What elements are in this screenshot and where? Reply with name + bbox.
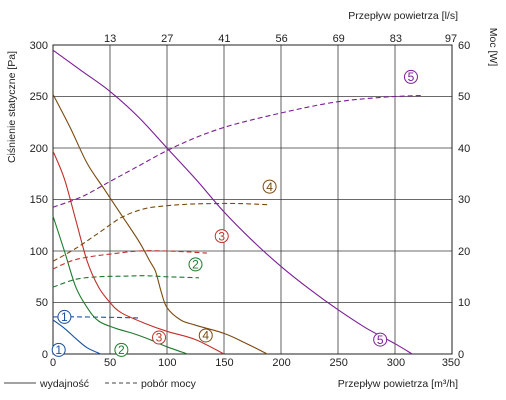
curve-marker-3: 3 — [152, 330, 167, 345]
y-left-tick: 200 — [30, 143, 48, 155]
power-curve-2 — [52, 275, 199, 288]
y-right-tick: 30 — [458, 194, 470, 206]
y-right-tick: 40 — [458, 143, 470, 155]
x-top-tick: 83 — [390, 33, 402, 45]
marker-number: 1 — [55, 343, 62, 357]
x-bottom-tick: 0 — [50, 357, 56, 369]
marker-circle — [262, 179, 277, 194]
power-curve-3 — [52, 250, 207, 270]
marker-number: 3 — [218, 229, 225, 243]
y-left-tick: 300 — [30, 40, 48, 52]
marker-circle — [198, 328, 213, 343]
curve-marker-1: 1 — [57, 309, 72, 324]
plot-frame — [52, 44, 453, 355]
y-left-tick: 100 — [30, 246, 48, 258]
pressure-curve-1 — [52, 319, 102, 355]
marker-circle — [51, 342, 66, 357]
y-right-tick: 50 — [458, 91, 470, 103]
y-left-tick: 50 — [36, 297, 48, 309]
marker-number: 4 — [202, 329, 209, 343]
y-right-tick: 0 — [458, 349, 464, 361]
curve-marker-4: 4 — [198, 328, 213, 343]
marker-circle — [188, 257, 203, 272]
y-left-tick: 0 — [42, 349, 48, 361]
marker-number: 2 — [118, 343, 125, 357]
x-bottom-tick: 50 — [104, 357, 116, 369]
legend-dashed-label: pobór mocy — [141, 378, 197, 390]
x-bottom-tick: 150 — [215, 357, 233, 369]
y-left-axis-title: Ciśnienie statyczne [Pa] — [6, 51, 18, 163]
legend: wydajność pobór mocy — [4, 378, 197, 390]
x-top-axis-title: Przepływ powietrza [l/s] — [348, 10, 458, 22]
marker-circle — [214, 229, 229, 244]
marker-circle — [114, 342, 129, 357]
pressure-curve-4 — [52, 94, 268, 355]
marker-number: 2 — [192, 258, 199, 272]
curve-marker-5: 5 — [403, 69, 418, 84]
curve-marker-2: 2 — [188, 257, 203, 272]
curves — [52, 49, 424, 355]
marker-number: 5 — [408, 70, 415, 84]
x-top-tick: 27 — [161, 33, 173, 45]
power-curve-5 — [52, 94, 424, 208]
marker-circle — [57, 309, 72, 324]
grid — [52, 44, 453, 355]
x-bottom-tick: 350 — [442, 357, 460, 369]
x-top-tick: 56 — [275, 33, 287, 45]
curve-marker-5: 5 — [373, 332, 388, 347]
marker-number: 4 — [266, 180, 273, 194]
y-right-ticks: 0 10 20 30 40 50 60 — [458, 40, 470, 361]
curve-marker-3: 3 — [214, 229, 229, 244]
y-right-tick: 60 — [458, 40, 470, 52]
x-top-tick: 69 — [333, 33, 345, 45]
y-right-tick: 10 — [458, 297, 470, 309]
y-right-axis-title: Moc [W] — [487, 28, 499, 67]
x-top-tick: 41 — [218, 33, 230, 45]
curve-marker-1: 1 — [51, 342, 66, 357]
marker-number: 5 — [377, 333, 384, 347]
power-curve-4 — [52, 202, 268, 262]
x-top-tick: 97 — [445, 33, 457, 45]
marker-circle — [373, 332, 388, 347]
legend-solid-label: wydajność — [39, 378, 89, 390]
marker-number: 3 — [156, 331, 163, 345]
curve-markers: 1 1 2 2 3 3 4 4 5 5 — [51, 69, 418, 357]
marker-number: 1 — [61, 310, 68, 324]
y-left-tick: 150 — [30, 194, 48, 206]
x-top-ticks: 13 27 41 56 69 83 97 — [104, 33, 457, 45]
x-bottom-tick: 300 — [387, 357, 405, 369]
y-left-ticks: 0 50 100 150 200 250 300 — [30, 40, 48, 361]
x-bottom-tick: 200 — [272, 357, 290, 369]
pressure-curve-5 — [52, 49, 413, 355]
curve-marker-4: 4 — [262, 179, 277, 194]
x-top-tick: 13 — [104, 33, 116, 45]
marker-circle — [403, 69, 418, 84]
x-bottom-axis-title: Przepływ powietrza [m³/h] — [338, 378, 458, 390]
x-bottom-tick: 100 — [158, 357, 176, 369]
curve-marker-2: 2 — [114, 342, 129, 357]
marker-circle — [152, 330, 167, 345]
y-left-tick: 250 — [30, 91, 48, 103]
x-bottom-tick: 250 — [330, 357, 348, 369]
pressure-curve-3 — [52, 150, 225, 355]
x-bottom-ticks: 0 50 100 150 200 250 300 350 — [50, 357, 460, 369]
y-right-tick: 20 — [458, 246, 470, 258]
